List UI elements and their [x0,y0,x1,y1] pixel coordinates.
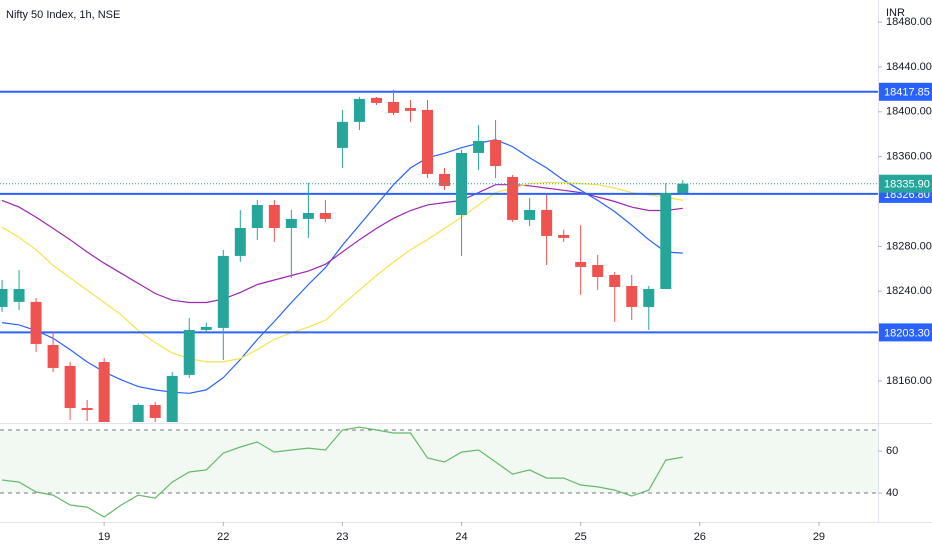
moving-average-line [1,139,683,394]
candle-body [490,139,502,166]
candle-body [234,227,246,256]
candle-body [285,218,297,228]
currency-label: INR [886,7,905,19]
candle-body [47,344,59,368]
candle-body [558,234,570,238]
candle-body [217,255,229,328]
rsi-pane [0,426,878,518]
price-label: 18203.30 [884,327,930,339]
candle-body [13,288,25,302]
chart-title: Nifty 50 Index, 1h, NSE [6,9,120,21]
candle-body [268,205,280,228]
axes: 18160.00 18240.00 18280.00 18360.00 18400.00… [98,16,932,543]
candle-body [98,362,110,422]
candle-body [456,152,468,215]
x-tick-label: 29 [813,531,825,543]
candle-body [132,404,144,422]
candle-body [660,193,672,289]
candle-body [609,274,621,287]
candle-body [30,301,42,344]
price-label: 18335.90 [884,179,930,191]
candle-body [319,212,331,219]
rsi-y-tick-label: 40 [886,487,898,499]
price-label: 18417.85 [884,87,930,99]
candle-body [336,121,348,148]
x-tick-label: 22 [217,531,229,543]
candle-body [149,404,161,418]
candle-body [439,173,451,186]
candle-body [353,98,365,122]
candle-body [677,183,689,194]
candle-body [302,212,314,219]
candle-body [575,261,587,267]
candle-body [0,288,8,307]
candle-body [422,109,434,174]
price-label-box [879,174,932,193]
candle-body [626,285,638,307]
candle-body [404,107,416,111]
candle-body [592,264,604,277]
rsi-y-tick-label: 60 [886,445,898,457]
price-label-box [879,323,932,342]
y-tick-label: 18440.00 [886,61,932,73]
candle-body [643,288,655,307]
price-label-box [879,82,932,101]
rsi-band-fill [0,430,878,494]
y-tick-label: 18160.00 [886,375,932,387]
x-tick-label: 25 [575,531,587,543]
x-tick-label: 19 [98,531,110,543]
y-tick-label: 18280.00 [886,240,932,252]
moving-average-line [1,181,683,363]
rsi-line [1,426,683,518]
y-tick-label: 18400.00 [886,106,932,118]
candle-body [387,101,399,113]
candle-body [370,97,382,103]
candle-body [524,209,536,220]
y-tick-label: 18360.00 [886,151,932,163]
candle-body [541,209,553,236]
x-tick-label: 24 [455,531,467,543]
y-tick-label: 18240.00 [886,285,932,297]
price-pane [0,89,878,422]
candle-body [251,205,263,228]
candle-body [183,329,195,375]
x-tick-label: 26 [694,531,706,543]
candle-body [166,375,178,422]
candle-body [200,326,212,330]
y-tick-label: 18480.00 [886,16,932,28]
candle-body [64,365,76,408]
candle-body [473,140,485,153]
moving-average-line [1,184,683,304]
candle-body [81,407,93,411]
x-tick-label: 23 [336,531,348,543]
candle-body [507,176,519,220]
